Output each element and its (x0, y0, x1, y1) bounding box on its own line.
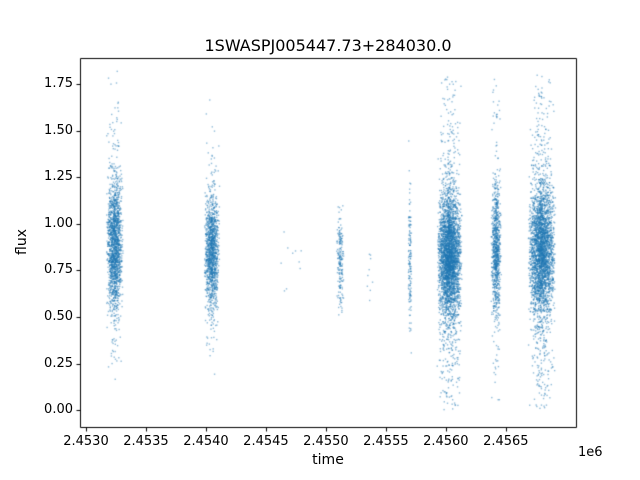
x-axis-offset-label: 1e6 (578, 445, 603, 460)
x-tick-label: 2.4550 (303, 434, 349, 449)
y-tick-label: 1.00 (44, 215, 73, 231)
x-tick-label: 2.4540 (183, 434, 229, 449)
x-axis-label: time (312, 452, 344, 468)
y-tick-label: 1.50 (44, 122, 73, 138)
x-tick-label: 2.4555 (363, 434, 409, 449)
x-tick-label: 2.4565 (483, 434, 529, 449)
x-tick-label: 2.4530 (63, 434, 109, 449)
y-tick-label: 0.25 (44, 355, 73, 371)
y-tick-label: 0.75 (44, 262, 73, 278)
x-tick-label: 2.4545 (243, 434, 289, 449)
y-tick-label: 1.75 (44, 76, 73, 92)
y-tick-label: 0.50 (44, 309, 73, 325)
y-axis-label: flux (14, 229, 30, 255)
chart-title: 1SWASPJ005447.73+284030.0 (204, 36, 452, 55)
x-tick-label: 2.4560 (423, 434, 469, 449)
y-tick-label: 1.25 (44, 169, 73, 185)
x-tick-label: 2.4535 (123, 434, 169, 449)
y-tick-label: 0.00 (44, 402, 73, 418)
